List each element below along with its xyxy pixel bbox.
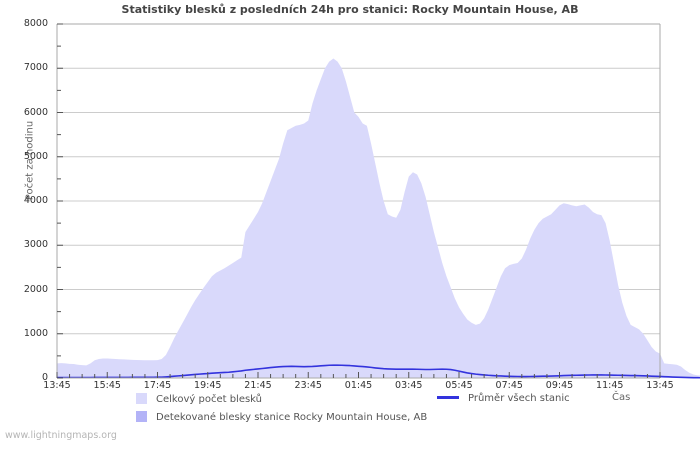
x-tick-label: 11:45 bbox=[596, 380, 624, 391]
legend-item-average: Průměr všech stanic bbox=[437, 393, 570, 405]
legend-swatch-total-icon bbox=[136, 393, 147, 404]
y-tick-label: 4000 bbox=[23, 195, 48, 206]
legend-label-station: Detekované blesky stanice Rocky Mountain… bbox=[156, 412, 428, 423]
x-tick-label: 05:45 bbox=[445, 380, 473, 391]
y-tick-label: 5000 bbox=[23, 150, 48, 162]
y-tick-label: 8000 bbox=[23, 18, 48, 29]
x-tick-label: 13:45 bbox=[43, 380, 71, 391]
legend-line-average-icon bbox=[437, 396, 459, 399]
y-tick-label: 3000 bbox=[23, 239, 48, 251]
x-axis-label: Čas bbox=[612, 392, 631, 403]
x-tick-label: 23:45 bbox=[294, 380, 322, 391]
area-series-total bbox=[57, 58, 700, 378]
y-tick-label: 2000 bbox=[23, 283, 48, 295]
chart-title: Statistiky blesků z posledních 24h pro s… bbox=[121, 3, 579, 16]
y-tick-label: 7000 bbox=[23, 62, 48, 74]
x-tick-label: 19:45 bbox=[194, 380, 222, 391]
legend-item-station: Detekované blesky stanice Rocky Mountain… bbox=[136, 411, 427, 424]
y-tick-label: 0 bbox=[41, 372, 48, 383]
x-tick-label: 21:45 bbox=[244, 380, 272, 391]
y-tick-label: 6000 bbox=[23, 106, 48, 118]
y-tick-label: 1000 bbox=[23, 327, 48, 339]
x-tick-label: 01:45 bbox=[344, 380, 373, 391]
legend-swatch-station-icon bbox=[136, 411, 147, 422]
legend-label-total: Celkový počet blesků bbox=[156, 394, 263, 405]
legend-item-total: Celkový počet blesků bbox=[136, 393, 262, 406]
watermark: www.lightningmaps.org bbox=[5, 430, 117, 441]
x-tick-label: 13:45 bbox=[646, 380, 674, 391]
x-tick-label: 17:45 bbox=[143, 380, 172, 391]
x-tick-label: 09:45 bbox=[545, 380, 574, 391]
line-series-average bbox=[57, 364, 700, 379]
legend-label-average: Průměr všech stanic bbox=[468, 393, 570, 404]
x-tick-label: 15:45 bbox=[93, 380, 121, 391]
x-tick-label: 07:45 bbox=[495, 380, 523, 391]
x-tick-label: 03:45 bbox=[395, 380, 423, 391]
